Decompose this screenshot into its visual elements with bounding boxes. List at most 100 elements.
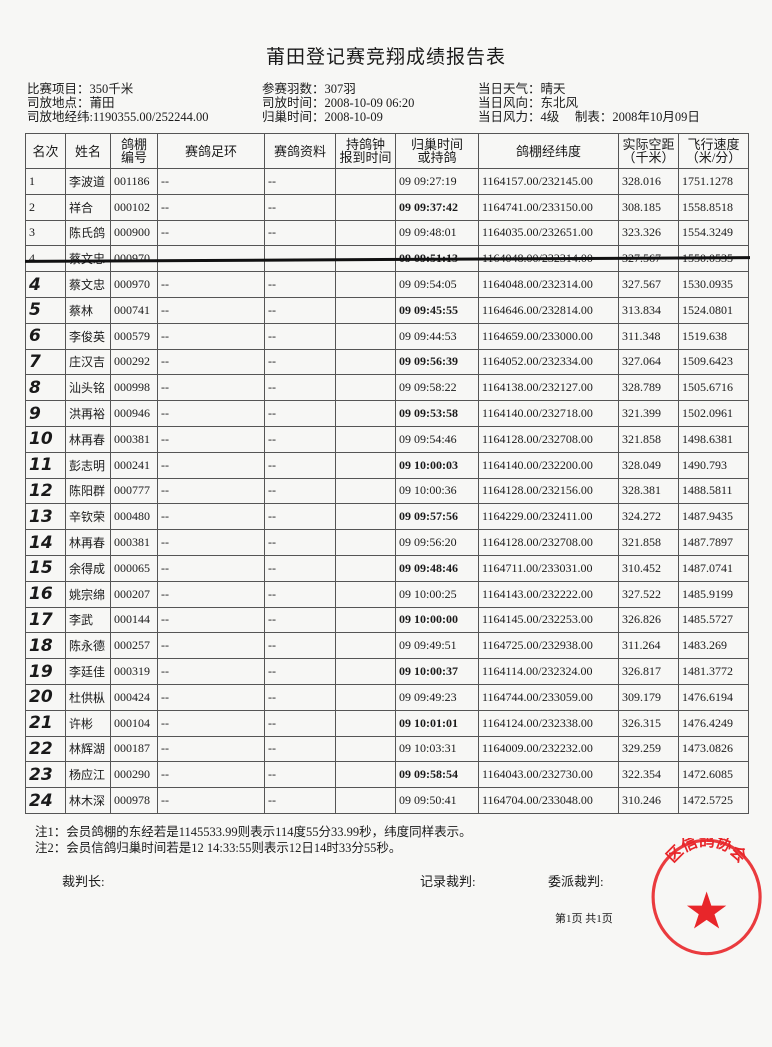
cell-speed: 1472.5725 (678, 787, 749, 814)
cell-rank: 18 (25, 632, 66, 660)
cell-info: -- (264, 477, 336, 505)
cell-dist: 321.858 (618, 529, 679, 556)
cell-info: -- (264, 632, 336, 660)
cell-name: 李波道 (65, 168, 111, 195)
cell-name: 李俊英 (65, 322, 111, 350)
cell-time: 09 09:58:22 (395, 374, 479, 402)
cell-time: 09 10:00:00 (395, 606, 479, 634)
cell-ring: -- (157, 606, 265, 634)
table-row: 16 姚宗绵 000207 -- -- 09 10:00:25 1164143.00/232… (25, 580, 749, 608)
cell-id: 000998 (110, 374, 158, 402)
table-row: 18 陈永德 000257 -- -- 09 09:49:51 1164725.00/232… (25, 632, 749, 660)
table-row: 4 蔡文忠 000970 -- -- 09 09:54:05 1164048.00/2323… (25, 271, 749, 298)
cell-time: 09 09:37:42 (395, 193, 479, 221)
cell-id: 001186 (110, 168, 158, 195)
cell-ring: -- (157, 761, 265, 789)
recording-referee-label: 记录裁判: (420, 874, 476, 889)
cell-id: 000381 (110, 529, 158, 556)
cell-name: 杨应江 (65, 761, 111, 789)
cell-speed: 1558.8518 (678, 193, 749, 221)
cell-speed: 1481.3772 (678, 658, 749, 685)
table-row: 21 许彬 000104 -- -- 09 10:01:01 1164124.00/2323… (25, 709, 749, 737)
cell-coord: 1164043.00/232730.00 (478, 761, 619, 789)
cell-id: 000480 (110, 503, 158, 531)
results-table: 名次 姓名 鸽棚 编号 赛鸽足环 赛鸽资料 持鸽钟 报到时间 归巢时间 或持鸽 鸽棚经纬度 实际… (25, 133, 749, 814)
cell-time: 09 09:57:56 (395, 503, 479, 531)
cell-clock (335, 761, 396, 789)
table-row: 1 李波道 001186 -- -- 09 09:27:19 1164157.00/2321… (25, 168, 749, 195)
cell-rank: 20 (25, 683, 66, 711)
cell-dist: 326.315 (618, 709, 679, 737)
cell-clock (335, 709, 396, 737)
cell-ring: -- (157, 683, 265, 711)
cell-coord: 1164646.00/232814.00 (478, 296, 619, 324)
cell-coord: 1164138.00/232127.00 (478, 374, 619, 402)
cell-clock (335, 683, 396, 711)
meta-col-1: 比赛项目：350千米 司放地点：莆田 司放地经纬:1190355.00/2522… (27, 82, 208, 124)
header-coord: 鸽棚经纬度 (478, 133, 619, 169)
cell-rank: 2 (25, 193, 66, 221)
cell-dist: 327.522 (618, 580, 679, 608)
cell-speed: 1483.269 (678, 632, 749, 660)
cell-dist: 321.399 (618, 400, 679, 427)
release-location: 司放地点：莆田 (27, 96, 115, 110)
cell-ring: -- (157, 425, 265, 453)
cell-name: 祥合 (65, 193, 111, 221)
cell-rank: 9 (25, 400, 66, 427)
table-row: 23 杨应江 000290 -- -- 09 09:58:54 1164043.00/232… (25, 761, 749, 789)
table-row: 24 林木深 000978 -- -- 09 09:50:41 1164704.00/233… (25, 787, 749, 814)
cell-rank: 8 (25, 374, 66, 402)
header-ring: 赛鸽足环 (157, 133, 265, 169)
cell-time: 09 09:48:46 (395, 554, 479, 582)
cell-name: 陈氏鸽 (65, 219, 111, 247)
cell-time: 09 10:00:25 (395, 580, 479, 608)
report-title: 莆田登记赛竞翔成绩报告表 (265, 47, 506, 68)
cell-clock (335, 296, 396, 324)
cell-id: 000257 (110, 632, 158, 660)
cell-ring: -- (157, 787, 265, 814)
cell-info: -- (264, 348, 336, 376)
cell-time: 09 09:56:20 (395, 529, 479, 556)
cell-ring: -- (157, 709, 265, 737)
cell-ring: -- (157, 374, 265, 402)
cell-dist: 324.272 (618, 503, 679, 531)
cell-id: 000292 (110, 348, 158, 376)
cell-info: -- (264, 709, 336, 737)
cell-coord: 1164725.00/232938.00 (478, 632, 619, 660)
cell-name: 蔡林 (65, 296, 111, 324)
cell-rank: 24 (25, 787, 66, 814)
cell-id: 000102 (110, 193, 158, 221)
cell-rank: 15 (25, 554, 66, 582)
cell-coord: 1164140.00/232718.00 (478, 400, 619, 427)
cell-rank: 23 (25, 761, 66, 789)
cell-clock (335, 632, 396, 660)
cell-dist: 308.185 (618, 193, 679, 221)
header-rank: 名次 (25, 133, 66, 169)
cell-id: 000104 (110, 709, 158, 737)
cell-ring: -- (157, 322, 265, 350)
cell-rank: 11 (25, 451, 66, 479)
cell-time: 09 10:03:31 (395, 735, 479, 763)
cell-info: -- (264, 554, 336, 582)
cell-speed: 1487.7897 (678, 529, 749, 556)
cell-ring: -- (157, 632, 265, 660)
cell-speed: 1505.6716 (678, 374, 749, 402)
cell-name: 李廷佳 (65, 658, 111, 685)
cell-dist: 328.381 (618, 477, 679, 505)
table-row: 2 祥合 000102 -- -- 09 09:37:42 1164741.00/23315… (25, 193, 749, 221)
cell-clock (335, 503, 396, 531)
cell-id: 000207 (110, 580, 158, 608)
cell-speed: 1487.0741 (678, 554, 749, 582)
cell-info: -- (264, 761, 336, 789)
cell-dist: 327.567 (618, 271, 679, 298)
cell-clock (335, 425, 396, 453)
cell-info: -- (264, 193, 336, 221)
cell-time: 09 10:01:01 (395, 709, 479, 737)
cell-id: 000970 (110, 271, 158, 298)
cell-speed: 1509.6423 (678, 348, 749, 376)
cell-ring: -- (157, 554, 265, 582)
cell-id: 000290 (110, 761, 158, 789)
cell-clock (335, 400, 396, 427)
cell-time: 09 10:00:36 (395, 477, 479, 505)
